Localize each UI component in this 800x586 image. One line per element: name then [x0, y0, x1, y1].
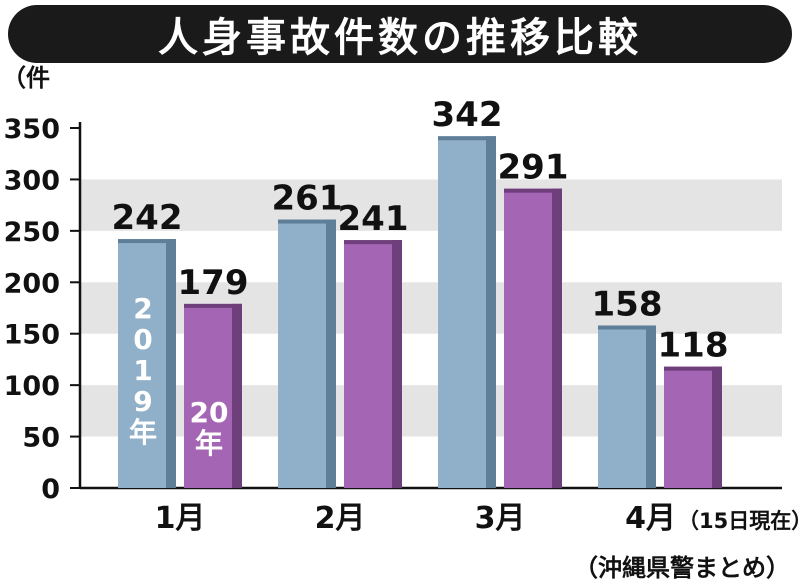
bar-shade [392, 240, 402, 488]
x-tick-label: 2月 [315, 501, 366, 536]
data-label: 291 [498, 148, 569, 188]
data-label: 118 [658, 326, 729, 366]
x-tick-label: 4月 [625, 501, 676, 536]
bar-top-edge [184, 303, 242, 308]
bar-top-edge [504, 188, 562, 193]
bar-top-edge [278, 219, 336, 224]
series-label-2019: 0 [133, 323, 152, 356]
x-tick-note: （15日現在） [678, 509, 800, 533]
data-label: 242 [112, 198, 183, 238]
bar-top-edge [118, 239, 176, 244]
bar-top-edge [438, 136, 496, 141]
bar-shade [486, 136, 496, 488]
bar-shade [326, 219, 336, 489]
title-banner: 人身事故件数の推移比較 [8, 5, 792, 63]
bar-top-edge [598, 325, 656, 330]
series-label-2019: 9 [133, 385, 152, 418]
y-tick-label: 0 [41, 474, 60, 505]
bar-shade [646, 325, 656, 488]
y-tick-label: 50 [22, 423, 60, 454]
y-tick-label: 150 [4, 320, 60, 351]
bar-shade [166, 239, 176, 488]
data-label: 261 [272, 179, 343, 219]
y-tick-label: 100 [4, 371, 60, 402]
x-tick-label: 3月 [475, 501, 526, 536]
data-label: 241 [338, 199, 409, 239]
y-tick-label: 300 [4, 165, 60, 196]
bar-shade [232, 303, 242, 488]
data-label: 342 [432, 95, 503, 135]
y-tick-label: 200 [4, 268, 60, 299]
source-note: （沖縄県警まとめ） [574, 554, 790, 582]
bar-top-edge [664, 366, 722, 371]
chart-title: 人身事故件数の推移比較 [158, 15, 642, 61]
bar-shade [712, 366, 722, 488]
series-label-2019: 2 [133, 292, 152, 325]
series-label-2020: 20 [190, 396, 229, 429]
series-label-2020: 年 [195, 427, 223, 460]
y-tick-label: 350 [4, 114, 60, 145]
data-label: 158 [592, 284, 663, 324]
y-tick-label: 250 [4, 217, 60, 248]
y-axis-unit: （件 [2, 64, 50, 92]
series-label-2019: 1 [133, 354, 152, 387]
data-label: 179 [178, 263, 249, 303]
x-tick-label: 1月 [155, 501, 206, 536]
bar-shade [552, 188, 562, 488]
bar-top-edge [344, 240, 402, 245]
series-label-2019: 年 [129, 416, 157, 449]
grid-band [80, 179, 782, 231]
